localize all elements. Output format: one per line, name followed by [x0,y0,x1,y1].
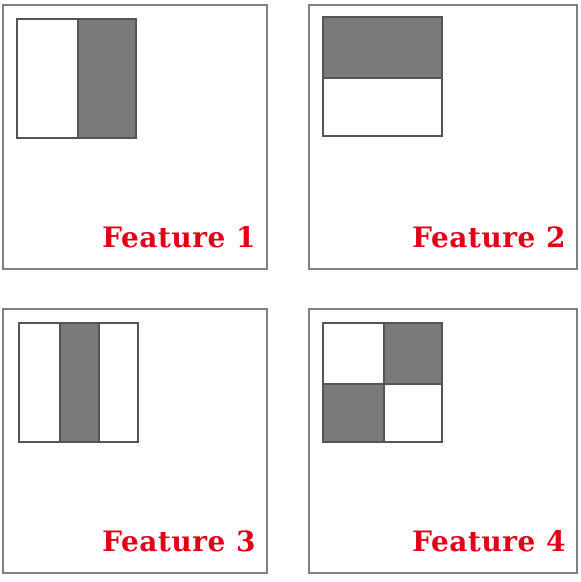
white-region [20,324,59,441]
white-region [324,76,441,135]
dark-region [324,18,441,77]
haar-feature-3 [18,322,139,443]
feature-panel-4: Feature 4 [308,308,578,574]
feature-label: Feature 1 [102,221,256,254]
feature-label: Feature 4 [412,525,566,558]
feature-panel-2: Feature 2 [308,4,578,270]
feature-label: Feature 3 [102,525,256,558]
haar-feature-1 [16,18,137,139]
white-region [97,324,137,441]
feature-panel-1: Feature 1 [2,4,268,270]
feature-panel-3: Feature 3 [2,308,268,574]
white-region [382,382,441,441]
feature-label: Feature 2 [412,221,566,254]
white-region [324,324,383,383]
white-region [18,20,77,137]
dark-region [324,382,383,441]
dark-region [382,324,441,383]
dark-region [76,20,135,137]
dark-region [58,324,98,441]
haar-feature-2 [322,16,443,137]
haar-feature-4 [322,322,443,443]
